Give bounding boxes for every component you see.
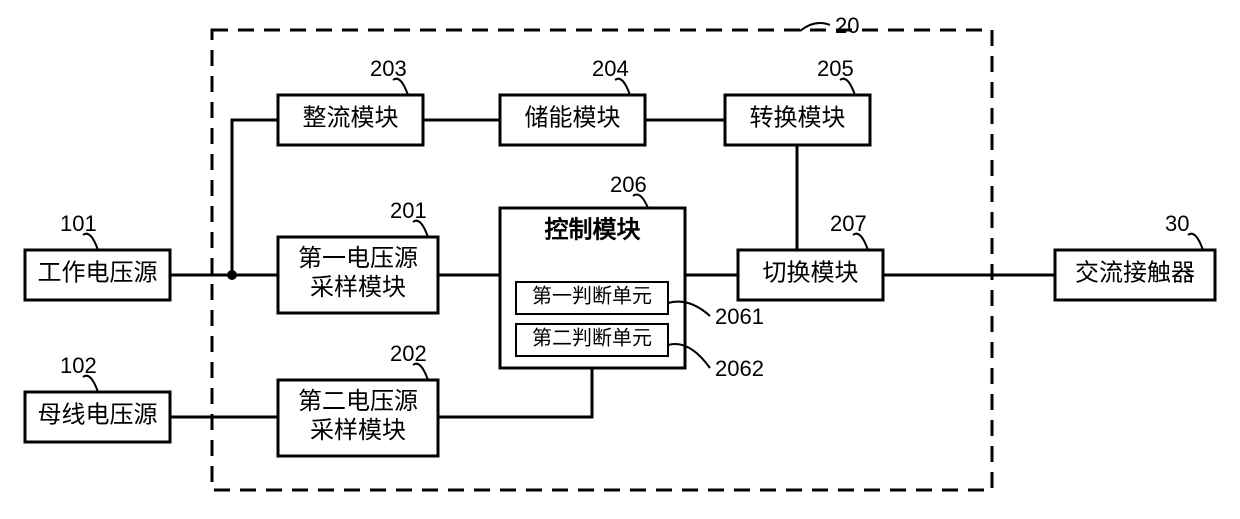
box-b201: 第一电压源采样模块 — [278, 237, 438, 313]
ref-label-b101: 101 — [60, 211, 97, 236]
box-label-b203: 整流模块 — [303, 105, 399, 132]
box-label-b201-line1: 第一电压源 — [298, 245, 418, 272]
box-label-b101: 工作电压源 — [38, 260, 158, 287]
box-b2061: 第一判断单元 — [516, 282, 668, 314]
junction-dot — [227, 270, 237, 280]
ref-label-b204: 204 — [592, 56, 629, 81]
box-b202: 第二电压源采样模块 — [278, 380, 438, 456]
box-label-b204: 储能模块 — [525, 105, 621, 132]
box-label-b201-line2: 采样模块 — [310, 274, 406, 301]
box-b101: 工作电压源 — [25, 250, 170, 300]
box-label-b202-line1: 第二电压源 — [298, 388, 418, 415]
box-b207: 切换模块 — [738, 250, 883, 300]
box-label-b30: 交流接触器 — [1075, 260, 1195, 287]
box-b203: 整流模块 — [278, 95, 423, 145]
box-label-b2061: 第一判断单元 — [532, 285, 652, 308]
ref-label-b2061: 2061 — [715, 304, 764, 329]
box-label-b2062: 第二判断单元 — [532, 327, 652, 350]
ref-label-b201: 201 — [390, 198, 427, 223]
box-b30: 交流接触器 — [1055, 250, 1215, 300]
box-b102: 母线电压源 — [25, 392, 170, 442]
ref-label-b30: 30 — [1165, 211, 1189, 236]
box-label-b206: 控制模块 — [545, 216, 641, 244]
box-b2062: 第二判断单元 — [516, 324, 668, 356]
box-label-b202-line2: 采样模块 — [310, 417, 406, 444]
ref-label-b203: 203 — [370, 56, 407, 81]
ref-label-b206: 206 — [610, 172, 647, 197]
box-label-b102: 母线电压源 — [38, 402, 158, 429]
ref-label-b102: 102 — [60, 353, 97, 378]
box-label-b205: 转换模块 — [750, 105, 846, 132]
box-b205: 转换模块 — [725, 95, 870, 145]
ref-label-dash: 20 — [835, 13, 859, 38]
ref-label-b2062: 2062 — [715, 356, 764, 381]
ref-label-b205: 205 — [817, 56, 854, 81]
ref-label-b202: 202 — [390, 341, 427, 366]
box-b204: 储能模块 — [500, 95, 645, 145]
ref-label-b207: 207 — [830, 211, 867, 236]
box-label-b207: 切换模块 — [763, 260, 859, 287]
